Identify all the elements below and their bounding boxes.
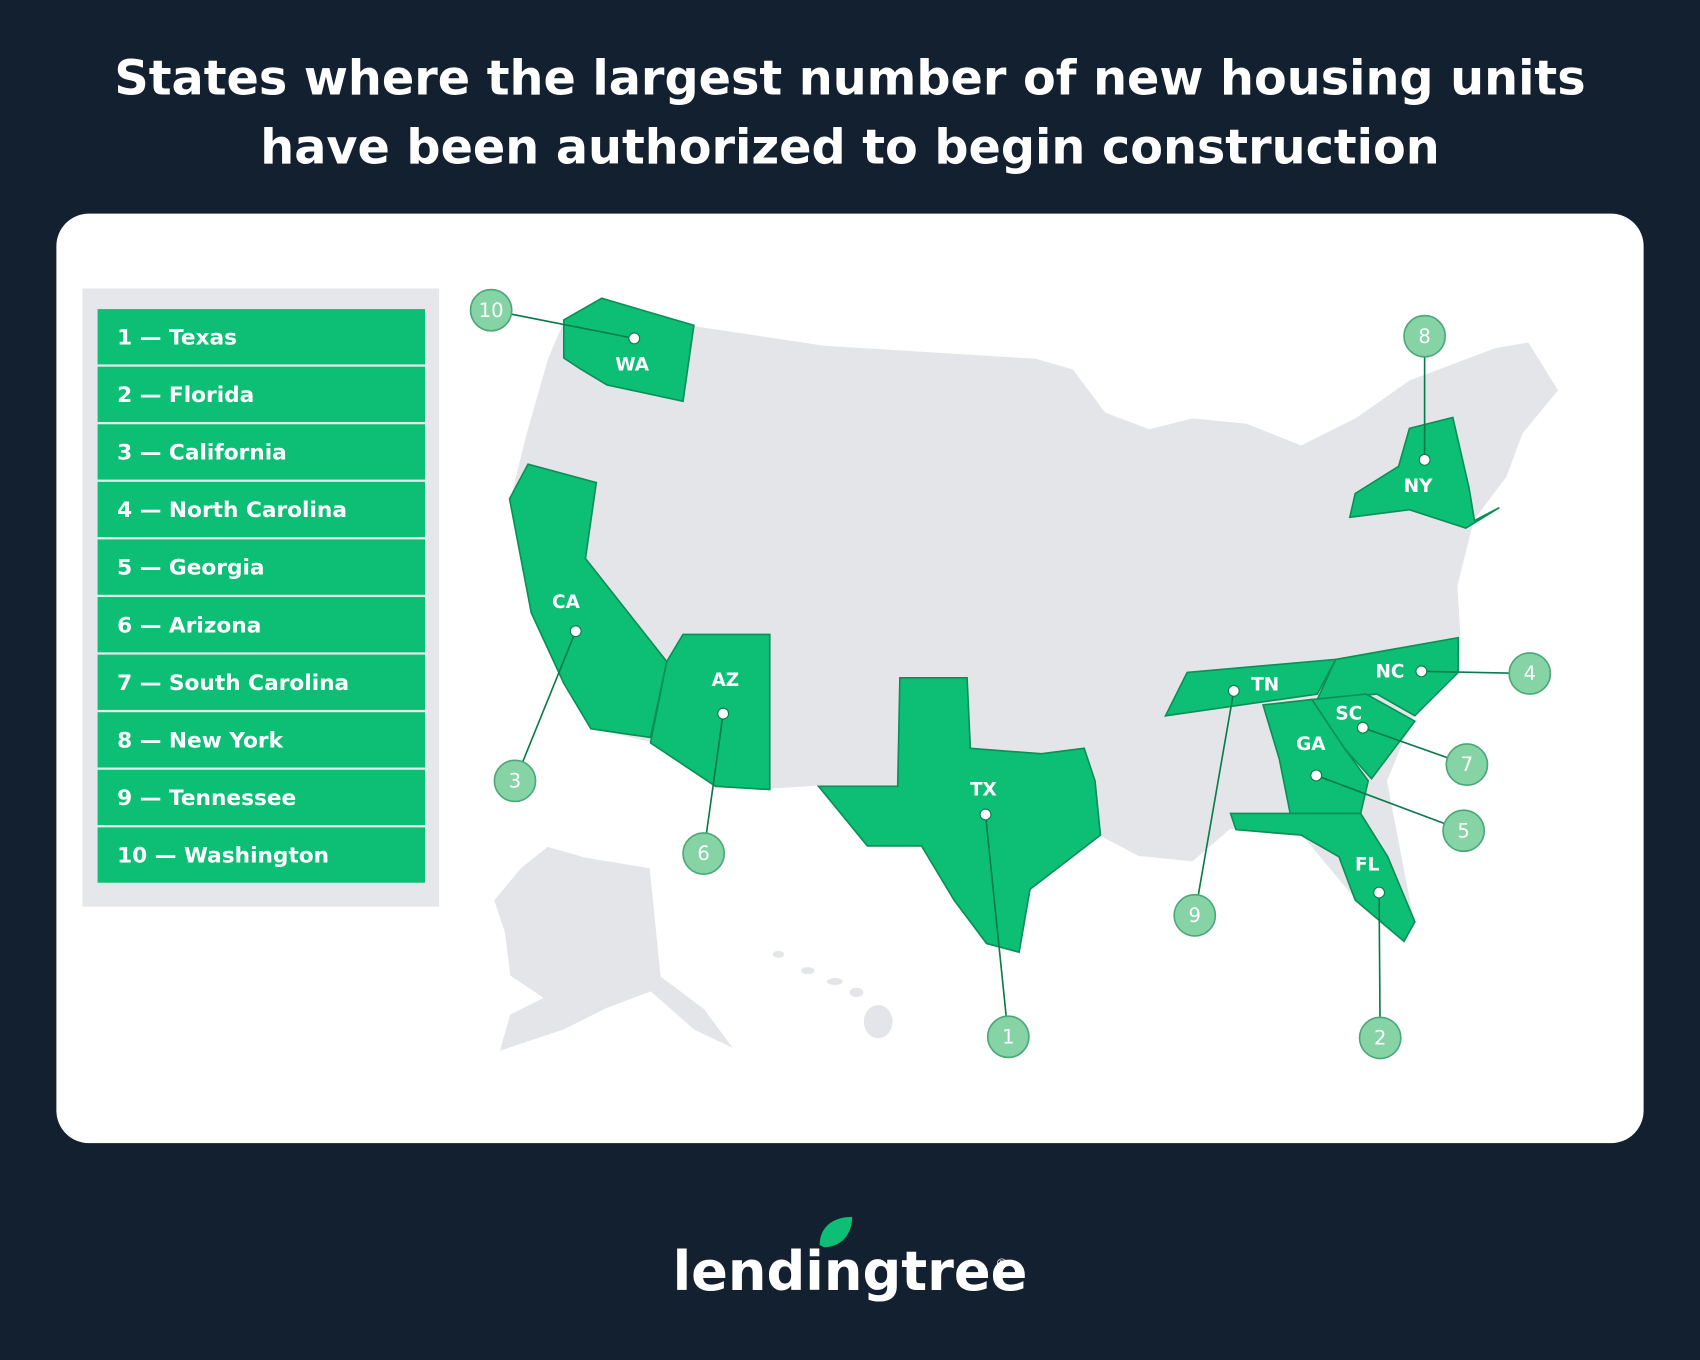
- legend-label: 9 — Tennessee: [117, 786, 296, 811]
- state-dot: [1373, 886, 1386, 899]
- callout-line: [984, 814, 1010, 1037]
- rank-badge: [1173, 893, 1217, 937]
- state-label: NY: [1404, 476, 1433, 497]
- rank-badge: [469, 288, 513, 332]
- state-ca: [508, 463, 668, 739]
- legend-item: [97, 654, 425, 710]
- rank-label: 7: [1461, 753, 1473, 776]
- rank-label: 2: [1374, 1026, 1386, 1049]
- legend-item: [97, 827, 425, 883]
- state-label: WA: [615, 354, 649, 375]
- state-dot: [1415, 665, 1428, 678]
- rank-label: 6: [697, 842, 709, 865]
- state-dot: [1310, 769, 1323, 782]
- state-dot: [979, 808, 992, 821]
- legend-item: [97, 481, 425, 538]
- logo: lendingtree: [673, 1240, 1028, 1303]
- rank-badge: [682, 832, 726, 875]
- state-wa: [562, 297, 695, 403]
- state-label: AZ: [712, 670, 740, 691]
- legend-label: 4 — North Carolina: [117, 498, 347, 523]
- rank-badge: [1508, 652, 1552, 695]
- state-label: SC: [1335, 704, 1362, 725]
- legend-label: 6 — Arizona: [117, 613, 261, 638]
- state-ny: [1348, 416, 1500, 530]
- legend-label: 3 — California: [117, 441, 287, 466]
- state-label: CA: [552, 592, 581, 613]
- rank-label: 4: [1524, 662, 1536, 685]
- state-label: NC: [1375, 661, 1404, 682]
- callout-line: [490, 309, 635, 340]
- callout-line: [702, 713, 724, 854]
- legend-item: [97, 712, 425, 768]
- rank-badge: [493, 759, 537, 803]
- callout-line: [1378, 892, 1381, 1038]
- legend-item: [97, 539, 425, 595]
- rank-badge: [1445, 743, 1489, 787]
- state-label: TX: [970, 780, 997, 801]
- state-dot: [1418, 453, 1431, 466]
- rank-badge: [1358, 1016, 1402, 1060]
- title-line: States where the largest number of new h…: [114, 51, 1585, 106]
- rank-label: 9: [1189, 904, 1201, 927]
- state-tn: [1164, 658, 1338, 717]
- legend-label: 8 — New York: [117, 728, 283, 753]
- rank-badge: [986, 1015, 1030, 1059]
- callout-line: [1193, 690, 1235, 916]
- logo-mark: ®: [995, 1257, 1008, 1272]
- state-label: TN: [1251, 674, 1279, 695]
- state-tx: [816, 677, 1102, 954]
- rank-badge: [1403, 314, 1447, 358]
- state-dot: [1356, 721, 1369, 734]
- legend-item: [97, 769, 425, 826]
- legend-item: [97, 597, 425, 653]
- rank-label: 5: [1457, 819, 1469, 842]
- rank-label: 3: [509, 769, 521, 792]
- state-dot: [569, 625, 582, 638]
- legend-label: 7 — South Carolina: [117, 671, 349, 696]
- rank-label: 8: [1418, 325, 1430, 348]
- logo-leaf: [819, 1216, 853, 1248]
- callout-line: [1315, 774, 1464, 832]
- rank-badge: [1442, 809, 1486, 853]
- state-dot: [1227, 684, 1240, 697]
- legend-item: [97, 366, 425, 422]
- hawaii: [771, 949, 895, 1040]
- legend-label: 5 — Georgia: [117, 556, 264, 581]
- callout-line: [514, 630, 577, 782]
- map: [492, 297, 1561, 1054]
- alaska: [492, 845, 736, 1054]
- state-dot: [717, 707, 730, 720]
- title-line: have been authorized to begin constructi…: [260, 121, 1439, 176]
- state-label: GA: [1296, 734, 1326, 755]
- state-label: FL: [1355, 854, 1380, 875]
- legend-label: 2 — Florida: [117, 383, 254, 408]
- state-az: [649, 633, 771, 791]
- legend-item: [97, 309, 425, 365]
- state-dot: [628, 332, 641, 345]
- legend-item: [97, 424, 425, 480]
- rank-label: 10: [479, 299, 504, 322]
- legend-label: 1 — Texas: [117, 325, 237, 350]
- rank-label: 1: [1002, 1025, 1014, 1048]
- legend-label: 10 — Washington: [117, 844, 329, 869]
